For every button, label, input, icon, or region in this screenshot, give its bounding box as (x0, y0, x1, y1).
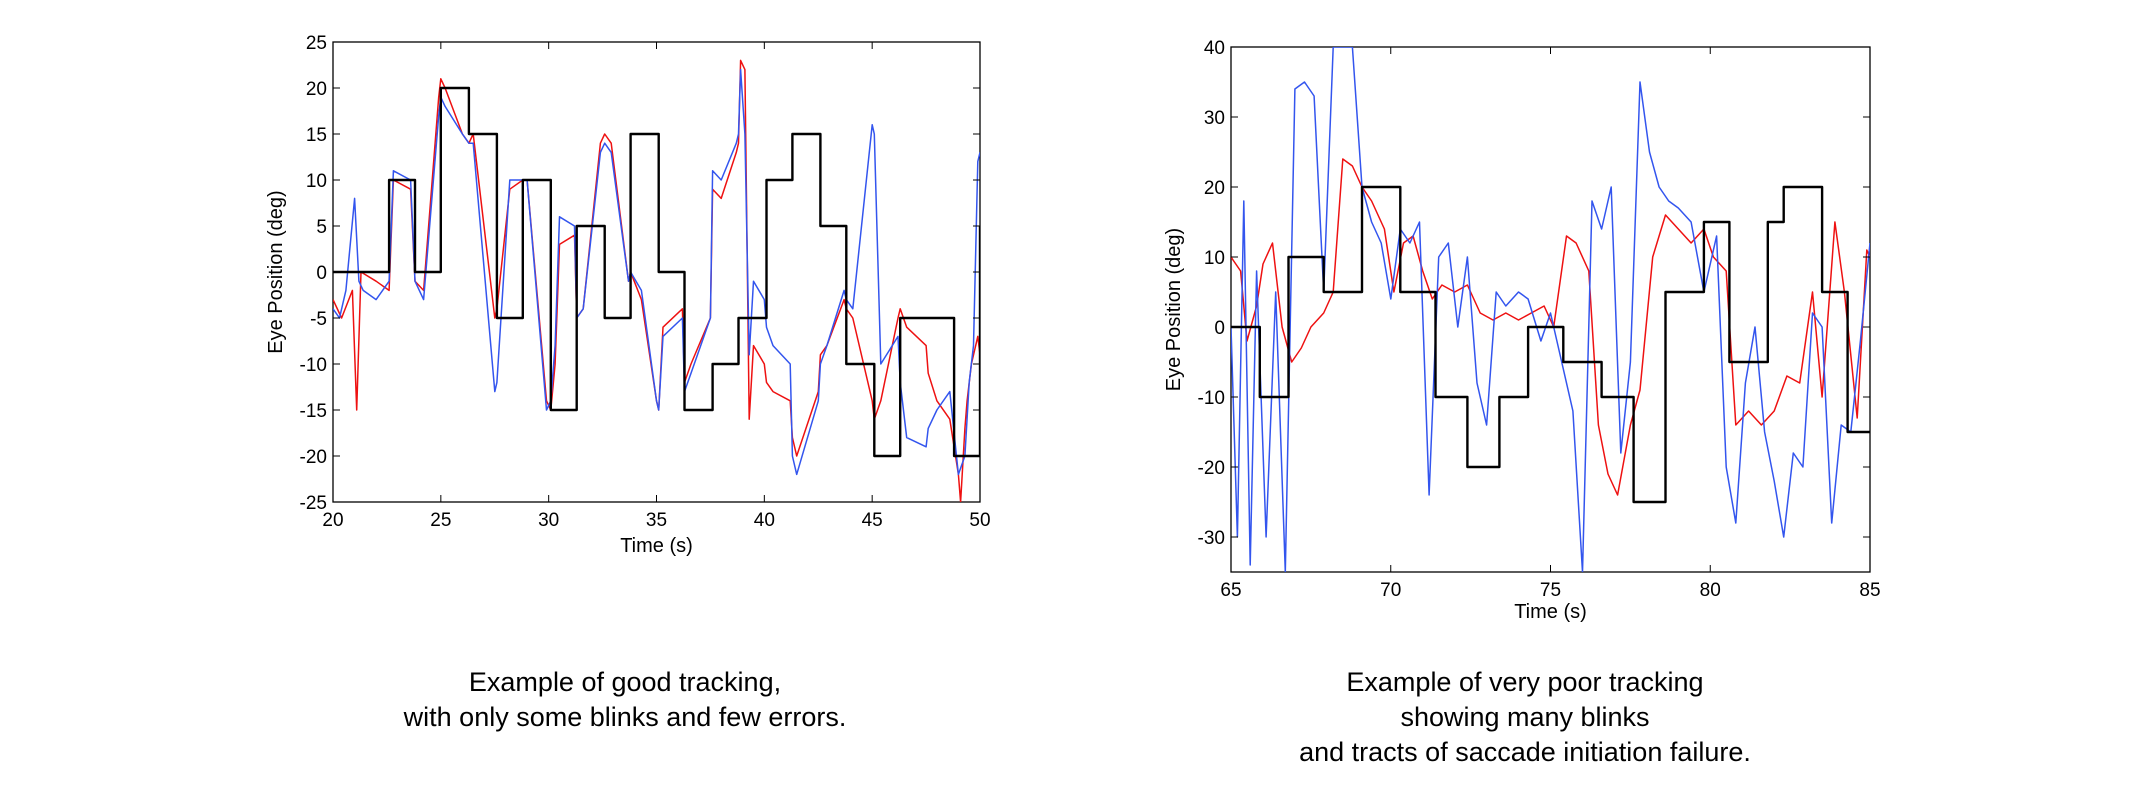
x-axis-label: Time (s) (1514, 601, 1587, 623)
y-tick-label: -15 (300, 401, 327, 422)
y-tick-label: 20 (306, 79, 327, 100)
y-tick-label: 30 (1204, 108, 1225, 129)
x-tick-label: 25 (430, 510, 451, 531)
y-tick-label: 15 (306, 125, 327, 146)
y-tick-label: 40 (1204, 38, 1225, 59)
caption-line: showing many blinks (1400, 702, 1650, 732)
series-line-0 (333, 86, 980, 458)
caption-good-tracking: Example of good tracking, with only some… (300, 665, 950, 735)
caption-poor-tracking: Example of very poor tracking showing ma… (1200, 665, 1850, 770)
x-tick-label: 30 (538, 510, 559, 531)
x-tick-label: 45 (862, 510, 883, 531)
plot-area (1230, 46, 1871, 573)
x-tick-label: 20 (322, 510, 343, 531)
caption-line: Example of very poor tracking (1346, 667, 1704, 697)
caption-line: with only some blinks and few errors. (403, 702, 847, 732)
y-tick-label: -10 (300, 355, 327, 376)
x-tick-label: 40 (754, 510, 775, 531)
x-tick-label: 75 (1540, 580, 1561, 601)
y-tick-label: 10 (1204, 248, 1225, 269)
series-line-0 (1231, 185, 1870, 504)
y-tick-label: -30 (1198, 528, 1225, 549)
caption-line: and tracts of saccade initiation failure… (1299, 737, 1751, 767)
y-tick-label: -20 (1198, 458, 1225, 479)
chart-poor-tracking: 65 70 75 80 85 40 30 20 10 0 -10 -20 -30 Time (s) Eye … (1163, 38, 1881, 623)
y-tick-label: 10 (306, 171, 327, 192)
x-tick-label: 70 (1380, 580, 1401, 601)
y-tick-label: -5 (310, 309, 327, 330)
x-tick-label: 50 (969, 510, 990, 531)
x-tick-label: 65 (1220, 580, 1241, 601)
y-axis-label: Eye Position (deg) (265, 190, 287, 353)
y-tick-label: -25 (300, 493, 327, 514)
x-tick-label: 35 (646, 510, 667, 531)
x-tick-label: 80 (1700, 580, 1721, 601)
x-axis-label: Time (s) (620, 535, 693, 557)
y-axis-label: Eye Position (deg) (1163, 228, 1185, 391)
y-tick-label: 5 (316, 217, 327, 238)
chart-good-tracking: 20 25 30 35 40 45 502520151050-5-10-15-20-25Ti… (265, 33, 991, 557)
x-tick-label: 85 (1859, 580, 1880, 601)
y-tick-label: 0 (1214, 318, 1225, 339)
y-tick-label: -10 (1198, 388, 1225, 409)
y-tick-label: 25 (306, 33, 327, 54)
y-tick-label: 20 (1204, 178, 1225, 199)
caption-line: Example of good tracking, (468, 667, 782, 697)
y-tick-label: 0 (316, 263, 327, 284)
y-tick-label: -20 (300, 447, 327, 468)
